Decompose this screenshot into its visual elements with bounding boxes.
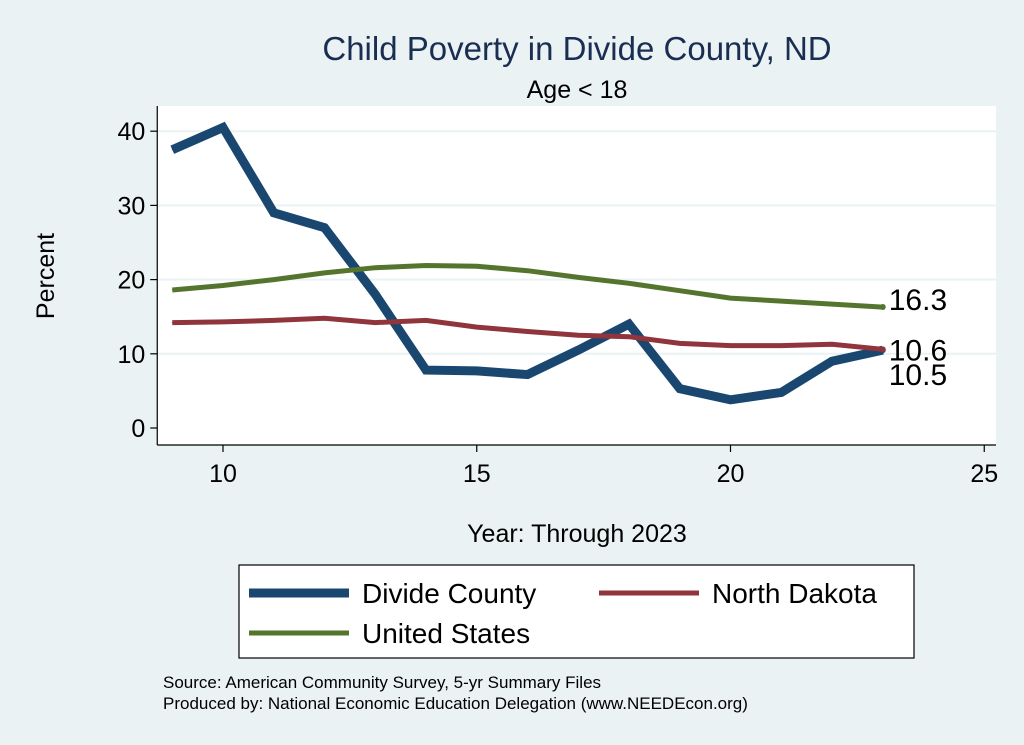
legend-label-divide-county: Divide County: [362, 578, 536, 609]
x-tick-label-15: 15: [463, 460, 491, 488]
point-divide-county-22: [831, 360, 833, 362]
legend: Divide County North Dakota United States: [238, 564, 915, 659]
point-united-states-9: [171, 289, 173, 291]
point-north-dakota-13: [374, 322, 376, 324]
produced-note: Produced by: National Economic Education…: [163, 694, 748, 713]
point-north-dakota-11: [273, 319, 275, 321]
x-tick-label-10: 10: [209, 460, 237, 488]
y-tick-label-20: 20: [117, 267, 145, 295]
point-united-states-11: [273, 279, 275, 281]
point-divide-county-14: [425, 369, 427, 371]
point-north-dakota-21: [780, 345, 782, 347]
legend-label-north-dakota: North Dakota: [712, 578, 877, 609]
point-north-dakota-15: [476, 326, 478, 328]
end-marker-north-dakota: [879, 346, 886, 353]
point-united-states-16: [527, 270, 528, 272]
point-divide-county-10: [222, 126, 224, 128]
point-north-dakota-12: [324, 317, 325, 319]
y-tick-label-30: 30: [117, 192, 145, 220]
y-tick-label-0: 0: [131, 415, 145, 443]
point-united-states-13: [374, 267, 376, 269]
point-united-states-15: [476, 265, 478, 267]
point-united-states-14: [425, 265, 427, 267]
end-label-divide-county: 10.5: [889, 359, 947, 392]
y-tick-label-10: 10: [117, 341, 145, 369]
point-north-dakota-9: [171, 322, 173, 324]
y-tick-label-40: 40: [117, 118, 145, 146]
point-united-states-20: [730, 297, 731, 299]
point-united-states-10: [222, 285, 224, 287]
x-axis-title: Year: Through 2023: [467, 520, 687, 548]
point-divide-county-9: [171, 149, 173, 151]
point-united-states-19: [679, 290, 681, 292]
point-north-dakota-19: [679, 342, 681, 344]
source-note: Source: American Community Survey, 5-yr …: [163, 673, 601, 692]
point-north-dakota-10: [222, 321, 224, 323]
end-marker-united-states: [879, 304, 886, 311]
series-lines: 10.510.6 16.3: [170, 121, 947, 405]
point-north-dakota-22: [831, 343, 833, 345]
point-divide-county-18: [628, 323, 630, 325]
point-united-states-18: [628, 282, 630, 284]
end-label-north-dakota: 10.6: [889, 334, 947, 367]
point-north-dakota-20: [730, 345, 731, 347]
point-divide-county-19: [679, 388, 681, 390]
point-north-dakota-16: [527, 331, 528, 333]
point-divide-county-12: [324, 227, 325, 229]
point-united-states-22: [831, 303, 833, 305]
point-north-dakota-18: [628, 336, 630, 338]
point-north-dakota-14: [425, 319, 427, 321]
point-divide-county-11: [273, 212, 275, 214]
point-united-states-21: [780, 300, 782, 302]
point-united-states-12: [324, 272, 325, 274]
point-divide-county-17: [577, 349, 579, 351]
point-divide-county-20: [730, 399, 731, 401]
point-divide-county-15: [476, 370, 478, 372]
point-divide-county-13: [374, 293, 376, 295]
point-united-states-17: [577, 276, 579, 278]
end-label-united-states: 16.3: [889, 284, 947, 317]
legend-label-united-states: United States: [362, 618, 530, 649]
x-tick-label-25: 25: [970, 460, 998, 488]
chart-title: Child Poverty in Divide County, ND: [322, 30, 831, 67]
y-axis-title: Percent: [32, 233, 60, 319]
point-divide-county-16: [527, 374, 528, 376]
point-north-dakota-17: [577, 334, 579, 336]
x-tick-label-20: 20: [717, 460, 745, 488]
chart-subtitle: Age < 18: [527, 76, 628, 104]
point-divide-county-21: [780, 391, 782, 393]
legend-box: [238, 564, 915, 659]
axes: 0 10 20 30 40 10 15 20 25: [117, 106, 998, 488]
